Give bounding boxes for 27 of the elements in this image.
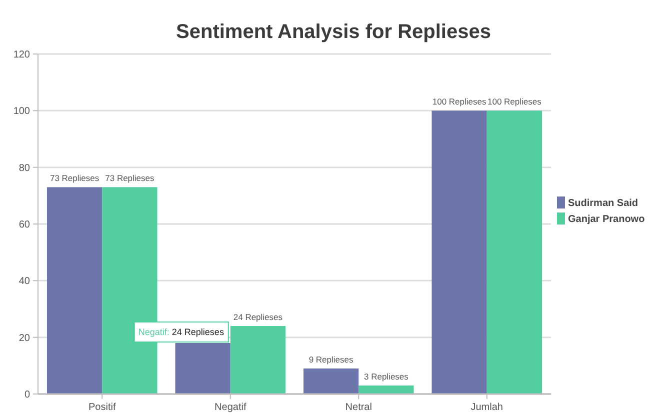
bar <box>303 368 359 394</box>
data-label: 100 Replieses <box>432 96 486 107</box>
bar <box>432 110 487 394</box>
data-label: 73 Replieses <box>50 173 100 184</box>
data-label: 73 Replieses <box>105 173 154 184</box>
bar <box>46 187 102 394</box>
data-label: 3 Replieses <box>364 372 408 382</box>
bar <box>358 386 414 394</box>
x-tick-label: Jumlah <box>470 402 503 413</box>
annotation: Negatif: 24 Replieses <box>138 327 224 338</box>
legend-label: Sudirman Said <box>568 198 638 209</box>
data-label: 9 Replieses <box>308 354 354 364</box>
chart-title: Sentiment Analysis for Replieses <box>176 21 491 43</box>
bar <box>486 110 542 394</box>
y-tick-label: 80 <box>18 162 30 174</box>
data-label: 24 Replieses <box>233 312 283 322</box>
y-tick-label: 120 <box>13 50 30 60</box>
x-tick-label: Positif <box>88 402 116 413</box>
y-tick-label: 100 <box>13 106 30 118</box>
y-tick-label: 20 <box>18 332 30 344</box>
legend-label: Ganjar Pranowo <box>568 214 645 225</box>
x-tick-label: Negatif <box>214 402 246 413</box>
data-label: 100 Replieses <box>488 96 542 107</box>
x-tick-label: Netral <box>345 402 372 413</box>
y-tick-label: 40 <box>18 276 30 288</box>
y-tick-label: 0 <box>24 390 30 400</box>
y-tick-label: 60 <box>18 220 30 230</box>
